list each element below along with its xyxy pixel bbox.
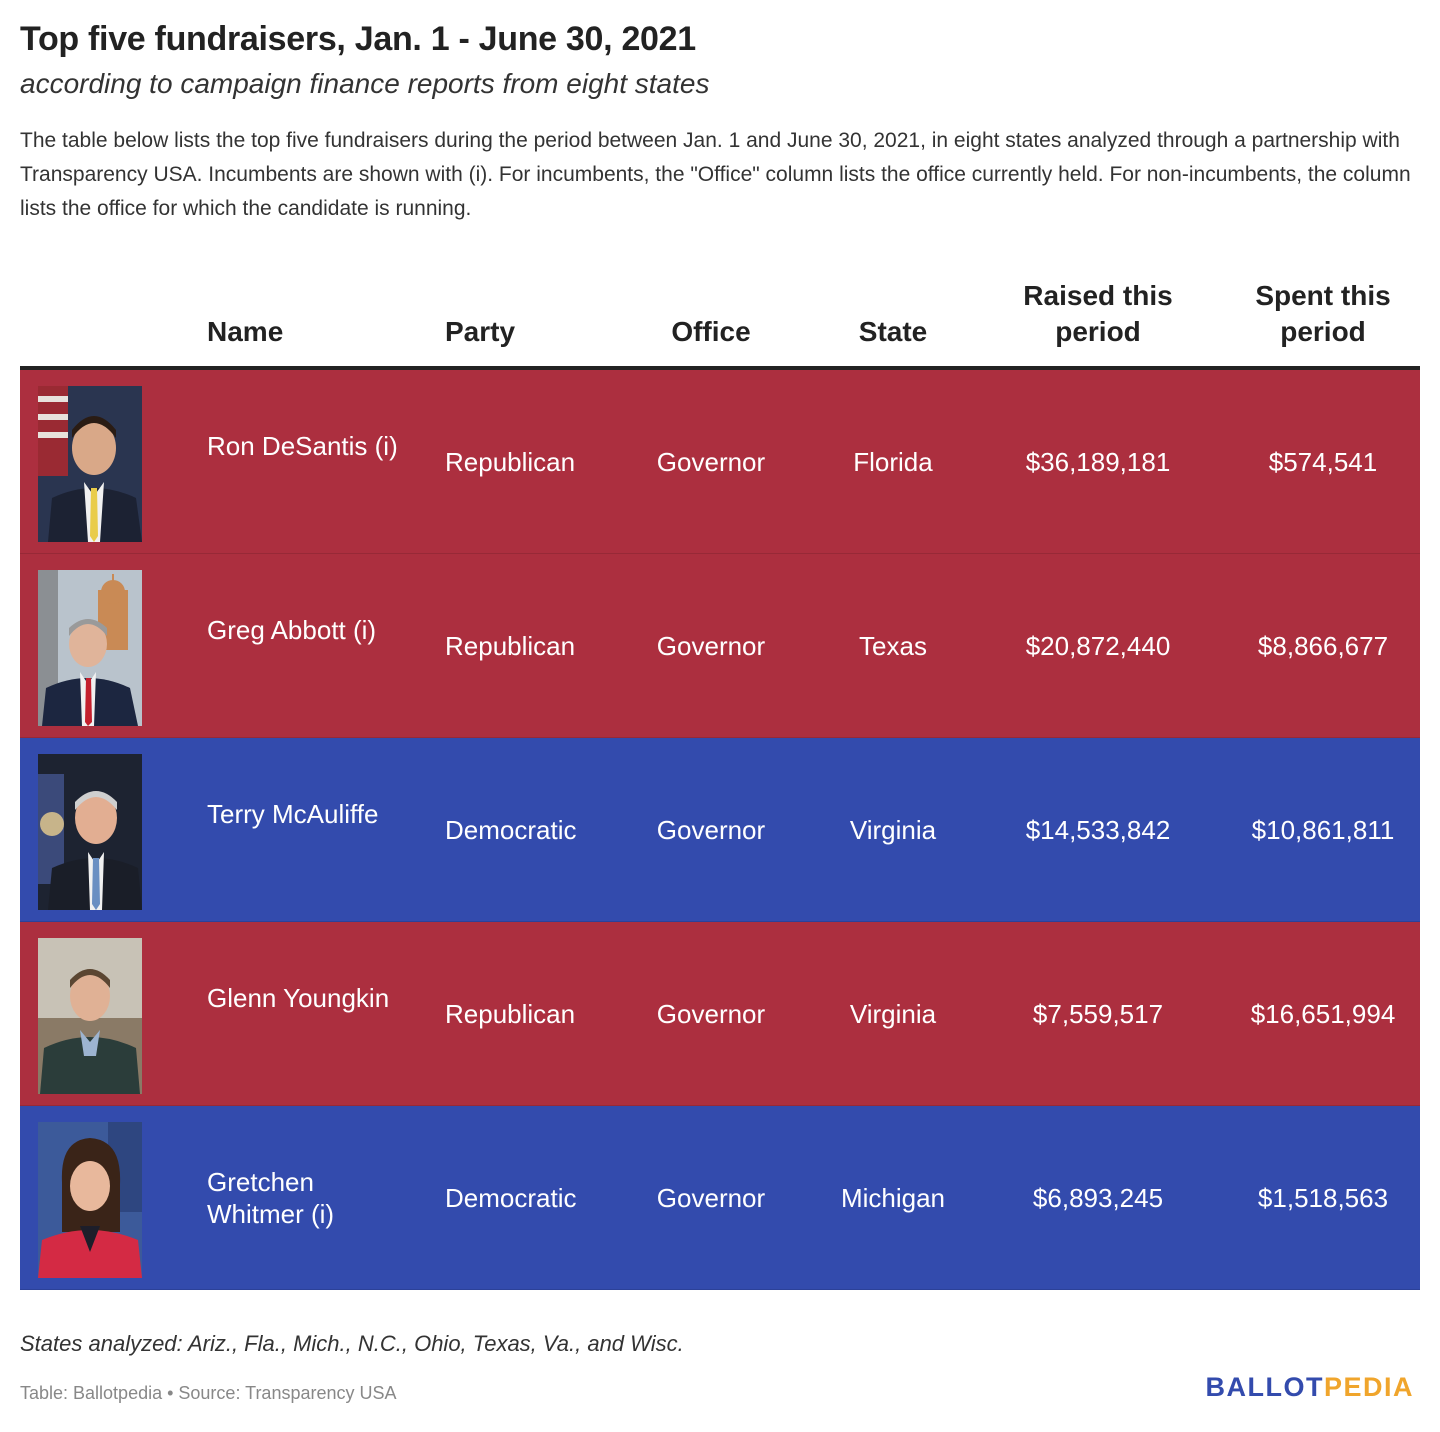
cell-raised: $20,872,440 xyxy=(1025,631,1171,661)
cell-office: Governor xyxy=(656,447,766,477)
table-row: Greg Abbott (i) Republican Governor Texa… xyxy=(20,554,1420,738)
cell-raised: $6,893,245 xyxy=(1032,1183,1164,1213)
source-line: Table: Ballotpedia • Source: Transparenc… xyxy=(20,1383,397,1403)
table-row: Gretchen Whitmer (i) Democratic Governor… xyxy=(20,1106,1420,1290)
header-office: Office xyxy=(671,316,751,347)
cell-office: Governor xyxy=(656,631,766,661)
logo-part-pedia: PEDIA xyxy=(1323,1372,1414,1402)
cell-spent: $1,518,563 xyxy=(1257,1183,1389,1213)
cell-spent: $16,651,994 xyxy=(1250,999,1396,1029)
cell-name: Terry McAuliffe xyxy=(207,799,379,829)
candidate-photo xyxy=(38,938,142,1094)
cell-office: Governor xyxy=(656,999,766,1029)
cell-name: Glenn Youngkin xyxy=(207,983,390,1013)
cell-party: Democratic xyxy=(445,1183,577,1213)
header-raised: Raised this period xyxy=(998,278,1198,350)
portrait-icon xyxy=(38,1122,142,1278)
candidate-photo xyxy=(38,1122,142,1278)
fundraisers-table: Name Party Office State Raised this peri… xyxy=(20,270,1420,1290)
cell-raised: $7,559,517 xyxy=(1032,999,1164,1029)
page-subtitle: according to campaign finance reports fr… xyxy=(20,68,710,99)
header-spent-line2: period xyxy=(1280,316,1366,347)
portrait-icon xyxy=(38,754,142,910)
table-row: Ron DeSantis (i) Republican Governor Flo… xyxy=(20,370,1420,554)
cell-party: Republican xyxy=(445,999,576,1029)
cell-spent: $8,866,677 xyxy=(1257,631,1389,661)
cell-name: Gretchen Whitmer (i) xyxy=(207,1167,335,1229)
cell-name: Greg Abbott (i) xyxy=(207,615,377,645)
description-text: The table below lists the top five fundr… xyxy=(20,129,1411,220)
header-party: Party xyxy=(445,316,516,347)
logo-part-ballot: BALLOT xyxy=(1205,1372,1324,1402)
ballotpedia-logo: BALLOTPEDIA xyxy=(1205,1372,1414,1403)
cell-state: Texas xyxy=(859,631,927,661)
portrait-icon xyxy=(38,938,142,1094)
cell-spent: $574,541 xyxy=(1268,447,1378,477)
cell-party: Republican xyxy=(445,631,576,661)
states-note: States analyzed: Ariz., Fla., Mich., N.C… xyxy=(20,1331,684,1356)
cell-name: Ron DeSantis (i) xyxy=(207,431,398,461)
table-row: Glenn Youngkin Republican Governor Virgi… xyxy=(20,922,1420,1106)
cell-office: Governor xyxy=(656,815,766,845)
table-row: Terry McAuliffe Democratic Governor Virg… xyxy=(20,738,1420,922)
cell-office: Governor xyxy=(656,1183,766,1213)
cell-state: Michigan xyxy=(840,1183,946,1213)
header-name: Name xyxy=(207,316,284,347)
header-raised-line1: Raised this xyxy=(1023,280,1173,311)
header-raised-line2: period xyxy=(1055,316,1141,347)
header-state: State xyxy=(858,316,928,347)
cell-state: Virginia xyxy=(849,999,937,1029)
table-header: Name Party Office State Raised this peri… xyxy=(20,270,1420,370)
cell-spent: $10,861,811 xyxy=(1251,815,1395,845)
portrait-icon xyxy=(38,386,142,542)
cell-party: Democratic xyxy=(445,815,577,845)
cell-state: Virginia xyxy=(849,815,937,845)
cell-raised: $14,533,842 xyxy=(1025,815,1171,845)
header-spent-line1: Spent this xyxy=(1255,280,1391,311)
header-spent: Spent this period xyxy=(1223,278,1423,350)
cell-state: Florida xyxy=(853,447,933,477)
page-title: Top five fundraisers, Jan. 1 - June 30, … xyxy=(20,20,696,58)
candidate-photo xyxy=(38,570,142,726)
cell-raised: $36,189,181 xyxy=(1025,447,1171,477)
cell-party: Republican xyxy=(445,447,576,477)
portrait-icon xyxy=(38,570,142,726)
candidate-photo xyxy=(38,386,142,542)
candidate-photo xyxy=(38,754,142,910)
